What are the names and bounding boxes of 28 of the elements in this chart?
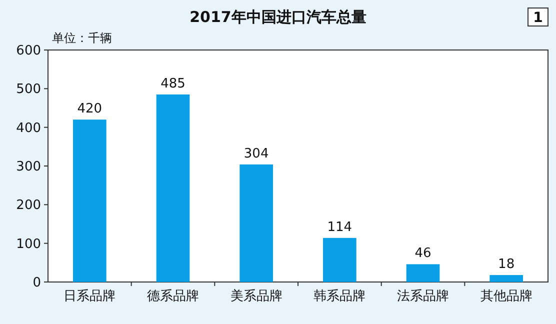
data-label: 46 <box>414 246 432 262</box>
x-tick-label: 德系品牌 <box>147 289 199 304</box>
bar <box>240 164 273 282</box>
bar <box>323 238 356 282</box>
chart-title: 2017年中国进口汽车总量 <box>190 8 366 26</box>
bar <box>73 120 106 282</box>
bar <box>490 275 523 282</box>
y-axis-title: 单位：千辆 <box>52 31 112 45</box>
y-tick-label: 100 <box>16 236 41 252</box>
y-tick-label: 400 <box>16 120 41 136</box>
x-tick-label: 法系品牌 <box>397 289 449 304</box>
bar <box>406 264 440 282</box>
data-label: 420 <box>77 102 102 117</box>
x-tick-label: 韩系品牌 <box>314 289 366 304</box>
y-tick-label: 300 <box>16 160 41 174</box>
data-label: 18 <box>498 257 515 272</box>
x-tick-label: 美系品牌 <box>230 288 282 304</box>
x-tick-label: 其他品牌 <box>480 289 532 304</box>
data-label: 485 <box>160 76 186 92</box>
bar <box>156 94 190 282</box>
text: 1 <box>533 10 543 26</box>
y-tick-label: 600 <box>16 44 41 58</box>
y-tick-label: 500 <box>16 82 41 98</box>
data-label: 304 <box>244 146 269 162</box>
x-tick-label: 日系品牌 <box>64 289 116 304</box>
y-tick-label: 0 <box>32 276 41 290</box>
y-tick-label: 200 <box>16 198 41 214</box>
data-label: 114 <box>327 220 352 235</box>
